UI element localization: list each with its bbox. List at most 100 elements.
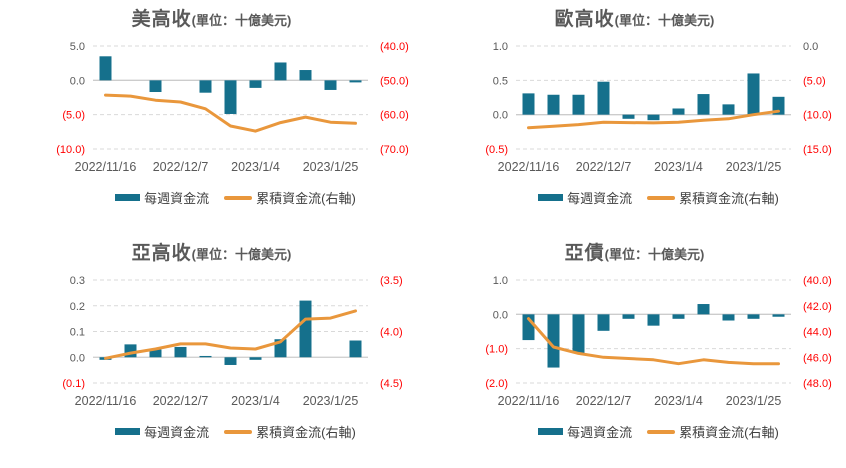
bar-series-swatch	[115, 194, 141, 201]
left-axis-tick-label: (10.0)	[56, 144, 85, 156]
bar-series-swatch	[115, 428, 141, 435]
right-axis-tick-label: (4.5)	[380, 378, 403, 390]
right-axis-tick-label: (42.0)	[803, 301, 832, 313]
cumulative-flow-line	[104, 309, 357, 360]
legend-item-cumulative-flow: 累積資金流(右軸)	[224, 422, 356, 441]
cumulative-flow-line	[527, 317, 780, 366]
chart-plot-area: 1.0 0.0 (1.0) (2.0) (40.0) (42.0) (44.0) (46.0)…	[485, 275, 832, 408]
weekly-flow-bar	[572, 94, 585, 115]
right-axis-tick-label: (5.0)	[803, 75, 826, 87]
left-axis-tick-label: (0.5)	[485, 144, 508, 156]
right-axis-tick-label: (44.0)	[803, 327, 832, 339]
legend-label-weekly-flow: 每週資金流	[144, 191, 210, 206]
left-axis-tick-label: 0.0	[493, 309, 508, 321]
weekly-flow-bar	[274, 62, 287, 81]
x-axis-tick-label: 2022/12/7	[576, 394, 632, 408]
chart-title-text: 亞高收	[131, 243, 192, 264]
weekly-flow-bar	[224, 357, 237, 365]
x-axis-tick-label: 2022/12/7	[153, 160, 209, 174]
legend-label-cumulative-flow: 累積資金流(右軸)	[679, 425, 779, 440]
chart-asia-high-yield: 亞高收(單位：十億美元) 0.3 0.2 0.1 0.0 (0.1) (3.5) (4.0)…	[0, 234, 423, 468]
legend-item-weekly-flow: 每週資金流	[115, 188, 209, 207]
weekly-flow-bar	[224, 80, 237, 114]
left-axis-tick-label: (5.0)	[62, 110, 85, 122]
left-axis-tick-label: 5.0	[70, 41, 85, 53]
right-axis-tick-label: (4.0)	[380, 327, 403, 339]
weekly-flow-bar	[149, 349, 162, 358]
weekly-flow-bar	[672, 314, 685, 319]
left-axis-tick-label: 0.0	[70, 75, 85, 87]
right-axis-tick-label: (50.0)	[380, 75, 409, 87]
line-series-swatch	[224, 195, 253, 200]
weekly-flow-bar	[547, 94, 560, 115]
chart-legend: 每週資金流 累積資金流(右軸)	[538, 422, 779, 441]
weekly-flow-bar	[547, 314, 560, 368]
left-axis-tick-label: 0.1	[70, 327, 85, 339]
chart-title: 亞債(單位：十億美元)	[565, 242, 705, 266]
x-axis-tick-label: 2022/12/7	[576, 160, 632, 174]
weekly-flow-bar	[747, 314, 760, 319]
chart-title-text: 美高收	[131, 9, 192, 30]
left-axis-tick-label: (0.1)	[62, 378, 85, 390]
line-series-swatch	[647, 195, 676, 200]
chart-title: 歐高收(單位：十億美元)	[555, 8, 715, 32]
weekly-flow-bar	[572, 314, 585, 354]
line-series-swatch	[224, 429, 253, 434]
right-axis-tick-label: (40.0)	[803, 275, 832, 287]
weekly-flow-bar	[647, 314, 660, 326]
x-axis-tick-label: 2023/1/4	[654, 160, 703, 174]
line-series-swatch	[647, 429, 676, 434]
legend-label-weekly-flow: 每週資金流	[144, 425, 210, 440]
weekly-flow-bar	[299, 300, 312, 358]
weekly-flow-bar	[772, 314, 785, 317]
weekly-flow-bar	[522, 93, 535, 115]
x-axis-tick-label: 2023/1/25	[303, 160, 359, 174]
legend-item-weekly-flow: 每週資金流	[538, 188, 632, 207]
right-axis-tick-label: (46.0)	[803, 352, 832, 364]
weekly-flow-bar	[622, 114, 635, 119]
weekly-flow-bar	[149, 80, 162, 93]
weekly-flow-bar	[349, 80, 362, 83]
right-axis-tick-label: (40.0)	[380, 41, 409, 53]
weekly-flow-bar	[249, 357, 262, 360]
x-axis-tick-label: 2023/1/25	[726, 394, 782, 408]
legend-item-cumulative-flow: 累積資金流(右軸)	[224, 188, 356, 207]
weekly-flow-bar	[597, 81, 610, 115]
weekly-flow-bar	[249, 80, 262, 88]
left-axis-tick-label: 0.5	[493, 75, 508, 87]
left-axis-tick-label: 0.3	[70, 275, 85, 287]
weekly-flow-bar	[697, 94, 710, 115]
chart-plot-area: 5.0 0.0 (5.0) (10.0) (40.0) (50.0) (60.0) (70.0…	[56, 41, 409, 174]
chart-title: 美高收(單位：十億美元)	[132, 8, 292, 32]
weekly-flow-bar	[672, 108, 685, 115]
chart-unit-label: (單位：十億美元)	[604, 247, 705, 262]
right-axis-tick-label: (15.0)	[803, 144, 832, 156]
left-axis-tick-label: (1.0)	[485, 344, 508, 356]
weekly-flow-bar	[99, 56, 112, 81]
x-axis-tick-label: 2023/1/4	[231, 394, 280, 408]
weekly-flow-bar	[324, 80, 337, 90]
legend-item-cumulative-flow: 累積資金流(右軸)	[647, 188, 779, 207]
weekly-flow-bar	[174, 346, 187, 358]
weekly-flow-bar	[697, 304, 710, 315]
legend-label-cumulative-flow: 累積資金流(右軸)	[679, 191, 779, 206]
chart-asia-bond: 亞債(單位：十億美元) 1.0 0.0 (1.0) (2.0) (40.0) (42.0)…	[423, 234, 846, 468]
chart-plot-area: 1.0 0.5 0.0 (0.5) 0.0 (5.0) (10.0) (15.0) 2022/1…	[485, 41, 832, 174]
weekly-flow-bar	[722, 104, 735, 115]
x-axis-tick-label: 2023/1/25	[303, 394, 359, 408]
legend-label-weekly-flow: 每週資金流	[567, 191, 633, 206]
x-axis-tick-label: 2022/12/7	[153, 394, 209, 408]
x-axis-tick-label: 2023/1/25	[726, 160, 782, 174]
chart-title: 亞高收(單位：十億美元)	[132, 242, 292, 266]
right-axis-tick-label: (60.0)	[380, 110, 409, 122]
weekly-flow-bar	[622, 314, 635, 319]
bar-series-swatch	[538, 194, 564, 201]
legend-item-weekly-flow: 每週資金流	[538, 422, 632, 441]
left-axis-tick-label: 0.0	[70, 352, 85, 364]
weekly-flow-bar	[747, 73, 760, 115]
weekly-flow-bar	[722, 314, 735, 321]
cumulative-flow-line	[527, 109, 780, 130]
left-axis-tick-label: (2.0)	[485, 378, 508, 390]
left-axis-tick-label: 0.2	[70, 301, 85, 313]
